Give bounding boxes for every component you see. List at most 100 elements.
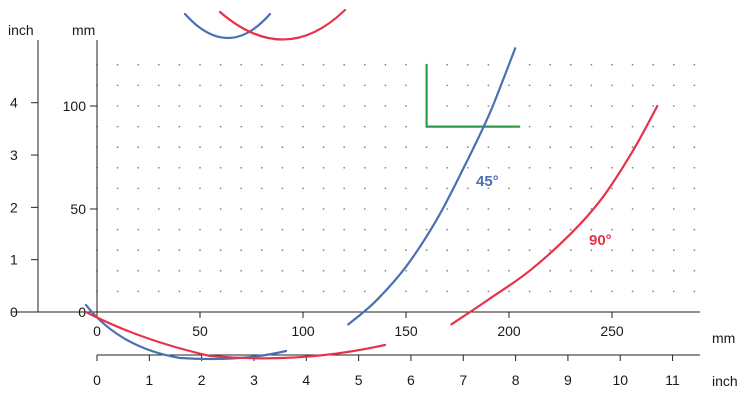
- grid-dot: [322, 105, 325, 107]
- grid-dot: [652, 166, 655, 169]
- grid-dot: [672, 249, 675, 252]
- grid-dot: [590, 269, 593, 272]
- grid-dot: [137, 187, 140, 190]
- blue-tool-arc-bottom: [84, 303, 288, 361]
- grid-dot: [281, 208, 284, 210]
- grid-dot: [260, 84, 263, 87]
- grid-dot: [611, 208, 613, 210]
- grid-dot: [219, 228, 222, 231]
- grid-dot: [240, 228, 243, 231]
- grid-dot: [405, 63, 407, 66]
- grid-dot: [446, 208, 449, 210]
- grid-dot: [508, 84, 510, 87]
- grid-dot: [446, 269, 449, 272]
- grid-dot: [652, 105, 655, 107]
- grid-dot: [672, 228, 675, 231]
- grid-dot: [466, 208, 469, 210]
- grid-dot: [178, 228, 181, 231]
- grid-dot: [631, 187, 634, 190]
- grid-dot: [528, 187, 531, 190]
- grid-dot: [281, 228, 284, 231]
- grid-dot: [343, 290, 346, 293]
- y-mm-tick-label: 50: [70, 201, 86, 217]
- grid-dot: [384, 208, 387, 210]
- grid-dot: [693, 84, 696, 87]
- grid-dot: [446, 63, 449, 66]
- grid-dot: [466, 105, 469, 107]
- y-mm-tick-label: 0: [78, 304, 86, 320]
- grid-dot: [693, 290, 696, 293]
- grid-dot: [384, 146, 387, 149]
- grid-dot: [240, 146, 243, 149]
- grid-dot: [157, 125, 160, 128]
- grid-dot: [281, 166, 284, 169]
- grid-dot: [425, 187, 428, 190]
- grid-dot: [384, 166, 387, 169]
- blue-tool-arc-top: [183, 12, 272, 39]
- grid-dot: [281, 63, 284, 66]
- grid-dot: [487, 228, 490, 231]
- grid-dot: [137, 166, 140, 169]
- grid-dot: [631, 166, 634, 169]
- grid-dot: [569, 166, 572, 169]
- grid-dot: [652, 228, 655, 231]
- x-mm-unit: mm: [712, 330, 735, 346]
- grid-dot: [178, 125, 181, 128]
- grid-dot: [116, 290, 119, 293]
- grid-dot: [590, 290, 593, 293]
- grid-dot: [343, 166, 346, 169]
- grid-dot: [281, 146, 284, 149]
- grid-dot: [157, 84, 160, 87]
- grid-dot: [302, 290, 304, 293]
- grid-dot: [137, 84, 140, 87]
- grid-dot: [240, 84, 243, 87]
- y-inch-tick-label: 0: [10, 304, 18, 320]
- grid-dot: [528, 208, 531, 210]
- grid-dot: [281, 290, 284, 293]
- grid-dot: [487, 187, 490, 190]
- grid-dot: [178, 146, 181, 149]
- grid-dot: [240, 166, 243, 169]
- grid-dot: [446, 290, 449, 293]
- grid-dot: [405, 146, 407, 149]
- grid-dot: [178, 187, 181, 190]
- x-inch-tick-label: 1: [145, 372, 153, 388]
- grid-dot: [425, 228, 428, 231]
- grid-dot: [384, 187, 387, 190]
- grid-dot: [425, 146, 428, 149]
- grid-dot: [116, 187, 119, 190]
- grid-dot: [528, 125, 531, 128]
- grid-dot: [590, 105, 593, 107]
- grid-dot: [549, 269, 552, 272]
- x-mm-tick-label: 50: [192, 323, 208, 339]
- grid-dot: [528, 105, 531, 107]
- grid-dot: [693, 208, 696, 210]
- grid-dot: [569, 187, 572, 190]
- grid-dot: [219, 269, 222, 272]
- grid-dot: [219, 249, 222, 252]
- x-mm-tick-label: 0: [93, 323, 101, 339]
- series-45-label: 45°: [476, 173, 499, 190]
- grid-dot: [631, 228, 634, 231]
- grid-dot: [384, 125, 387, 128]
- grid-dot: [631, 146, 634, 149]
- grid-dot: [363, 105, 366, 107]
- grid-dot: [590, 84, 593, 87]
- grid-dot: [693, 249, 696, 252]
- grid-dot: [281, 269, 284, 272]
- grid-dot: [240, 63, 243, 66]
- grid-dot: [549, 208, 552, 210]
- grid-dot: [116, 125, 119, 128]
- y-inch-tick-label: 3: [10, 147, 18, 163]
- grid-dot: [611, 146, 613, 149]
- y-inch-tick-label: 2: [10, 199, 18, 215]
- grid-dot: [672, 290, 675, 293]
- grid-dot: [569, 146, 572, 149]
- grid-dot: [363, 249, 366, 252]
- grid-dot: [302, 63, 304, 66]
- grid-dot: [157, 146, 160, 149]
- x-inch-tick-label: 2: [198, 372, 206, 388]
- x-mm-tick-label: 200: [497, 323, 521, 339]
- grid-dot: [302, 208, 304, 210]
- grid-dot: [549, 125, 552, 128]
